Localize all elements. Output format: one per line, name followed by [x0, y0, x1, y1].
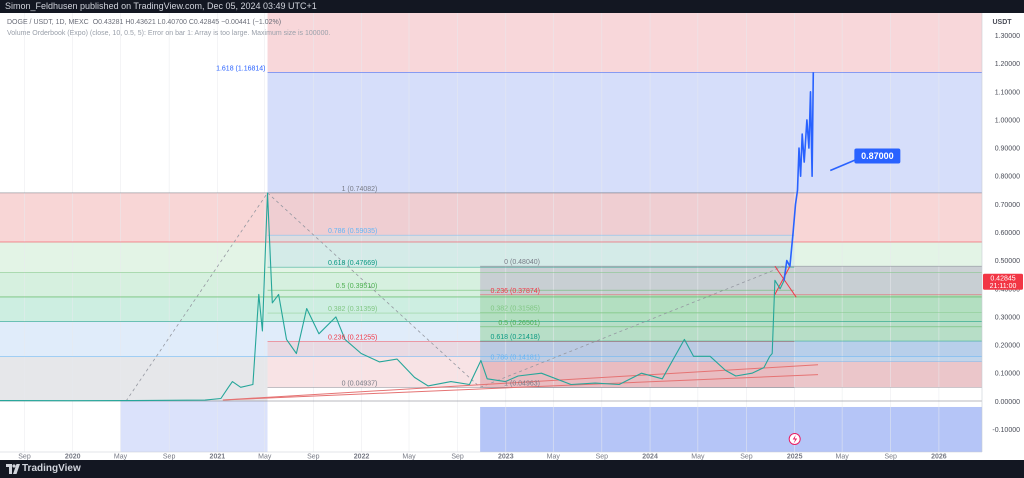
- fib2-level-label: 0.382 (0.31359): [328, 306, 377, 313]
- fib3-zone: [480, 361, 982, 388]
- time-tick-label: May: [835, 454, 849, 461]
- publisher-text: Simon_Feldhusen published on TradingView…: [5, 1, 317, 11]
- time-tick-label: 2024: [642, 454, 658, 461]
- currency-label: USDT: [992, 19, 1012, 26]
- time-tick-label: 2023: [498, 454, 514, 461]
- price-tick-label: 0.40000: [995, 286, 1020, 293]
- target-price-text: 0.87000: [861, 151, 894, 161]
- target-pointer: [829, 158, 857, 172]
- price-tick-label: 0.00000: [995, 399, 1020, 406]
- time-tick-label: Sep: [163, 454, 176, 461]
- tradingview-brand: TradingView: [22, 463, 81, 474]
- time-tick-label: May: [402, 454, 416, 461]
- publisher-bar: Simon_Feldhusen published on TradingView…: [0, 0, 1024, 13]
- fib1-extension-zone: [267, 72, 983, 193]
- time-tick-label: Sep: [307, 454, 320, 461]
- fib3-level-label: 0.786 (0.14181): [491, 354, 540, 361]
- tradingview-logo-icon: [6, 464, 20, 474]
- fib3-zone: [480, 294, 982, 342]
- price-tick-label: 1.30000: [995, 33, 1020, 40]
- price-tick-label: 0.50000: [995, 258, 1020, 265]
- time-tick-label: May: [691, 454, 705, 461]
- time-tick-label: 2020: [65, 454, 81, 461]
- target-price-badge: [854, 148, 901, 164]
- lightning-icon: [792, 435, 798, 444]
- price-tick-label: 0.30000: [995, 314, 1020, 321]
- time-tick-label: Sep: [596, 454, 609, 461]
- fib1-zone: [0, 356, 268, 402]
- time-tick-label: 2021: [210, 454, 226, 461]
- projection-path: [783, 72, 815, 281]
- support-trendline: [222, 364, 819, 401]
- fib1-top-zone: [267, 13, 983, 73]
- fib3-level-label: 0.5 (0.26501): [498, 320, 540, 327]
- price-axis[interactable]: 1.30000 1.20000 1.10000 1.00000 0.90000 0.800…: [981, 13, 1024, 460]
- marker-line: [774, 265, 797, 298]
- time-tick-label: Sep: [740, 454, 753, 461]
- fib2-zone: [267, 192, 795, 236]
- chart[interactable]: 0 (0.74082)0.236 (0.56626)0.382 (0.45827…: [0, 13, 1024, 460]
- time-tick-label: May: [114, 454, 128, 461]
- fib3-lower-zone: [480, 406, 982, 452]
- price-tick-label: 0.80000: [995, 174, 1020, 181]
- time-tick-label: 2026: [931, 454, 947, 461]
- ohlc-text: O0.43281 H0.43621 L0.40700 C0.42845 −0.0…: [93, 19, 281, 26]
- fib2-zone: [267, 235, 795, 268]
- fib1-extension-label: 1.618 (1.16814): [216, 66, 265, 73]
- price-tick-label: 0.70000: [995, 202, 1020, 209]
- time-tick-label: 2022: [354, 454, 370, 461]
- price-tick-label: 0.20000: [995, 343, 1020, 350]
- fib2-level-label: 0.5 (0.39510): [336, 283, 378, 290]
- support-trendline: [222, 374, 819, 401]
- time-tick-label: Sep: [451, 454, 464, 461]
- last-price-text: 0.42845: [990, 275, 1015, 282]
- symbol-text: DOGE / USDT, 1D, MEXC: [7, 19, 89, 26]
- time-tick-label: 2025: [787, 454, 803, 461]
- price-tick-label: 1.20000: [995, 61, 1020, 68]
- trend-lines: [125, 192, 819, 402]
- marker-line: [774, 266, 791, 295]
- price-tick-label: 0.60000: [995, 230, 1020, 237]
- fib2-level-label: 0.236 (0.21255): [328, 335, 377, 342]
- fib3-level-label: 0.382 (0.31585): [491, 305, 540, 312]
- time-tick-label: Sep: [18, 454, 31, 461]
- fib1-lower-zone: [120, 401, 268, 452]
- price-tick-label: -0.10000: [992, 427, 1020, 434]
- price-axis-background: [982, 13, 1024, 460]
- fib3-zone: [480, 341, 982, 362]
- x-grid: [24, 13, 940, 452]
- price-series: [0, 72, 815, 402]
- fib2-level-label: 0.786 (0.59035): [328, 228, 377, 235]
- fib3-zone: [480, 266, 982, 295]
- time-axis[interactable]: Sep 2020 May Sep 2021 May Sep 2022 May Sep 2023 May…: [0, 451, 982, 461]
- chart-title: DOGE / USDT, 1D, MEXC O0.43281 H0.43621 L…: [7, 19, 281, 26]
- time-tick-label: Sep: [884, 454, 897, 461]
- time-tick-label: May: [547, 454, 561, 461]
- footer-bar: TradingView: [0, 460, 1024, 478]
- fib-labels: 0 (0.74082)0.236 (0.56626)0.382 (0.45827…: [216, 66, 540, 388]
- price-tick-label: 0.90000: [995, 146, 1020, 153]
- countdown-text: 21:11:00: [990, 283, 1017, 290]
- price-tick-label: 1.00000: [995, 117, 1020, 124]
- fib3-trendline: [479, 265, 785, 388]
- fib-lines: [0, 72, 982, 402]
- fib3-level-label: 1 (0.04963): [504, 380, 540, 387]
- fib3-level-label: 0.236 (0.37874): [491, 288, 540, 295]
- time-tick-label: May: [258, 454, 272, 461]
- fib3-level-label: 0 (0.48040): [504, 259, 540, 266]
- price-line: [0, 192, 785, 402]
- last-price-badge: [983, 273, 1023, 290]
- fib2-level-label: 1 (0.74082): [342, 186, 378, 193]
- price-tick-label: 1.10000: [995, 89, 1020, 96]
- fib2-level-label: 0 (0.04937): [342, 380, 378, 387]
- indicator-error: Volume Orderbook (Expo) (close, 10, 0.5,…: [7, 30, 330, 37]
- fib2-trendline: [267, 192, 481, 388]
- fib2-level-label: 0.618 (0.47669): [328, 260, 377, 267]
- fib3-level-label: 0.618 (0.21418): [491, 334, 540, 341]
- price-tick-label: 0.10000: [995, 371, 1020, 378]
